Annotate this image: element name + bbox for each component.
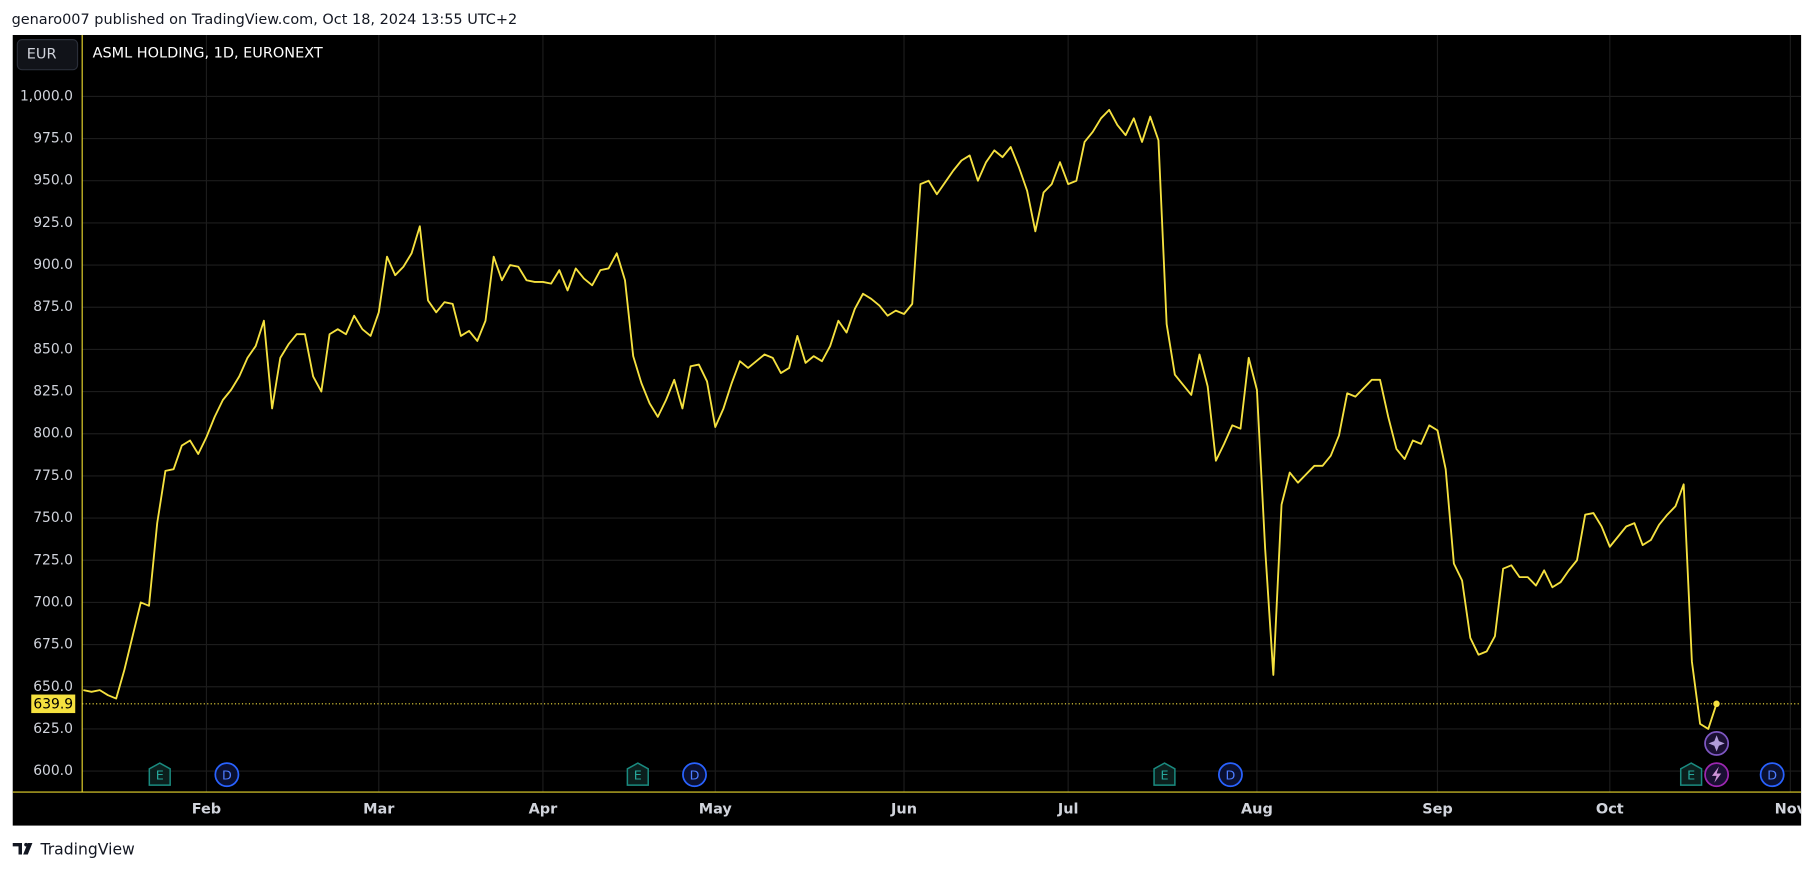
last-price-badge (31, 694, 76, 714)
last-price-label: 639.9 (33, 696, 73, 712)
x-tick-label: Jul (1057, 801, 1079, 817)
logo-icon (12, 842, 33, 855)
y-tick-label: 875.0 (33, 299, 73, 315)
dividend-marker (214, 762, 240, 788)
tradingview-logo (12, 842, 33, 855)
chart-area (12, 34, 1802, 826)
x-tick-label: Mar (363, 801, 395, 817)
dividend-marker (1759, 762, 1785, 788)
y-tick-label: 925.0 (33, 215, 73, 231)
last-price-dot (1713, 700, 1720, 708)
plot: Feb Mar Apr May Jun Jul Aug Sep Oct Nov 600.0 625.0… (12, 34, 1807, 817)
y-tick-label: 850.0 (33, 341, 73, 357)
price-line (83, 108, 1718, 730)
news-icon (1708, 735, 1725, 752)
earnings-marker (148, 762, 171, 786)
dividend-label: D (222, 768, 232, 783)
x-tick-label: Nov (1775, 801, 1807, 817)
earnings-label: E (634, 768, 642, 783)
y-tick-label: 650.0 (33, 679, 73, 695)
x-tick-label: Feb (192, 801, 221, 817)
logo-dot (24, 842, 28, 847)
currency-button[interactable] (16, 39, 79, 71)
y-tick-label: 825.0 (33, 384, 73, 400)
x-tick-label: Apr (529, 801, 559, 817)
x-tick-label: Aug (1241, 801, 1273, 817)
publish-header: genaro007 published on TradingView.com, … (12, 12, 518, 28)
currency-label: EUR (27, 47, 57, 63)
x-tick-label: Jun (890, 801, 917, 817)
y-tick-label: 1,000.0 (20, 88, 73, 104)
earnings-marker (1679, 762, 1703, 786)
x-tick-label: May (699, 801, 733, 817)
y-tick-label: 725.0 (33, 552, 73, 568)
y-tick-label: 700.0 (33, 594, 73, 610)
dividend-label: D (1767, 768, 1777, 783)
y-tick-label: 675.0 (33, 637, 73, 653)
dividend-label: D (690, 768, 700, 783)
dividend-marker (682, 762, 707, 788)
y-tick-label: 775.0 (33, 468, 73, 484)
earnings-label: E (1160, 768, 1168, 783)
footer-brand: TradingView (40, 840, 136, 858)
y-tick-label: 950.0 (33, 173, 73, 189)
earnings-marker (1153, 762, 1176, 786)
dividend-label: D (1226, 768, 1236, 783)
y-tick-label: 750.0 (33, 510, 73, 526)
earnings-marker (626, 762, 649, 786)
earnings-label: E (1687, 768, 1695, 783)
x-tick-label: Sep (1422, 801, 1453, 817)
chart-title: ASML HOLDING, 1D, EURONEXT (93, 46, 323, 62)
y-tick-label: 975.0 (33, 131, 73, 147)
dividend-marker (1218, 762, 1243, 788)
y-tick-label: 800.0 (33, 426, 73, 442)
split-icon (1711, 766, 1722, 783)
y-tick-label: 900.0 (33, 257, 73, 273)
earnings-label: E (156, 768, 164, 783)
y-tick-label: 600.0 (33, 763, 73, 779)
y-tick-label: 625.0 (33, 721, 73, 737)
x-tick-label: Oct (1596, 801, 1624, 817)
